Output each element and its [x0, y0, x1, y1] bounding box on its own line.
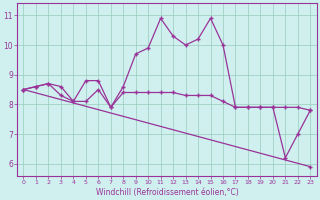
X-axis label: Windchill (Refroidissement éolien,°C): Windchill (Refroidissement éolien,°C) — [96, 188, 238, 197]
